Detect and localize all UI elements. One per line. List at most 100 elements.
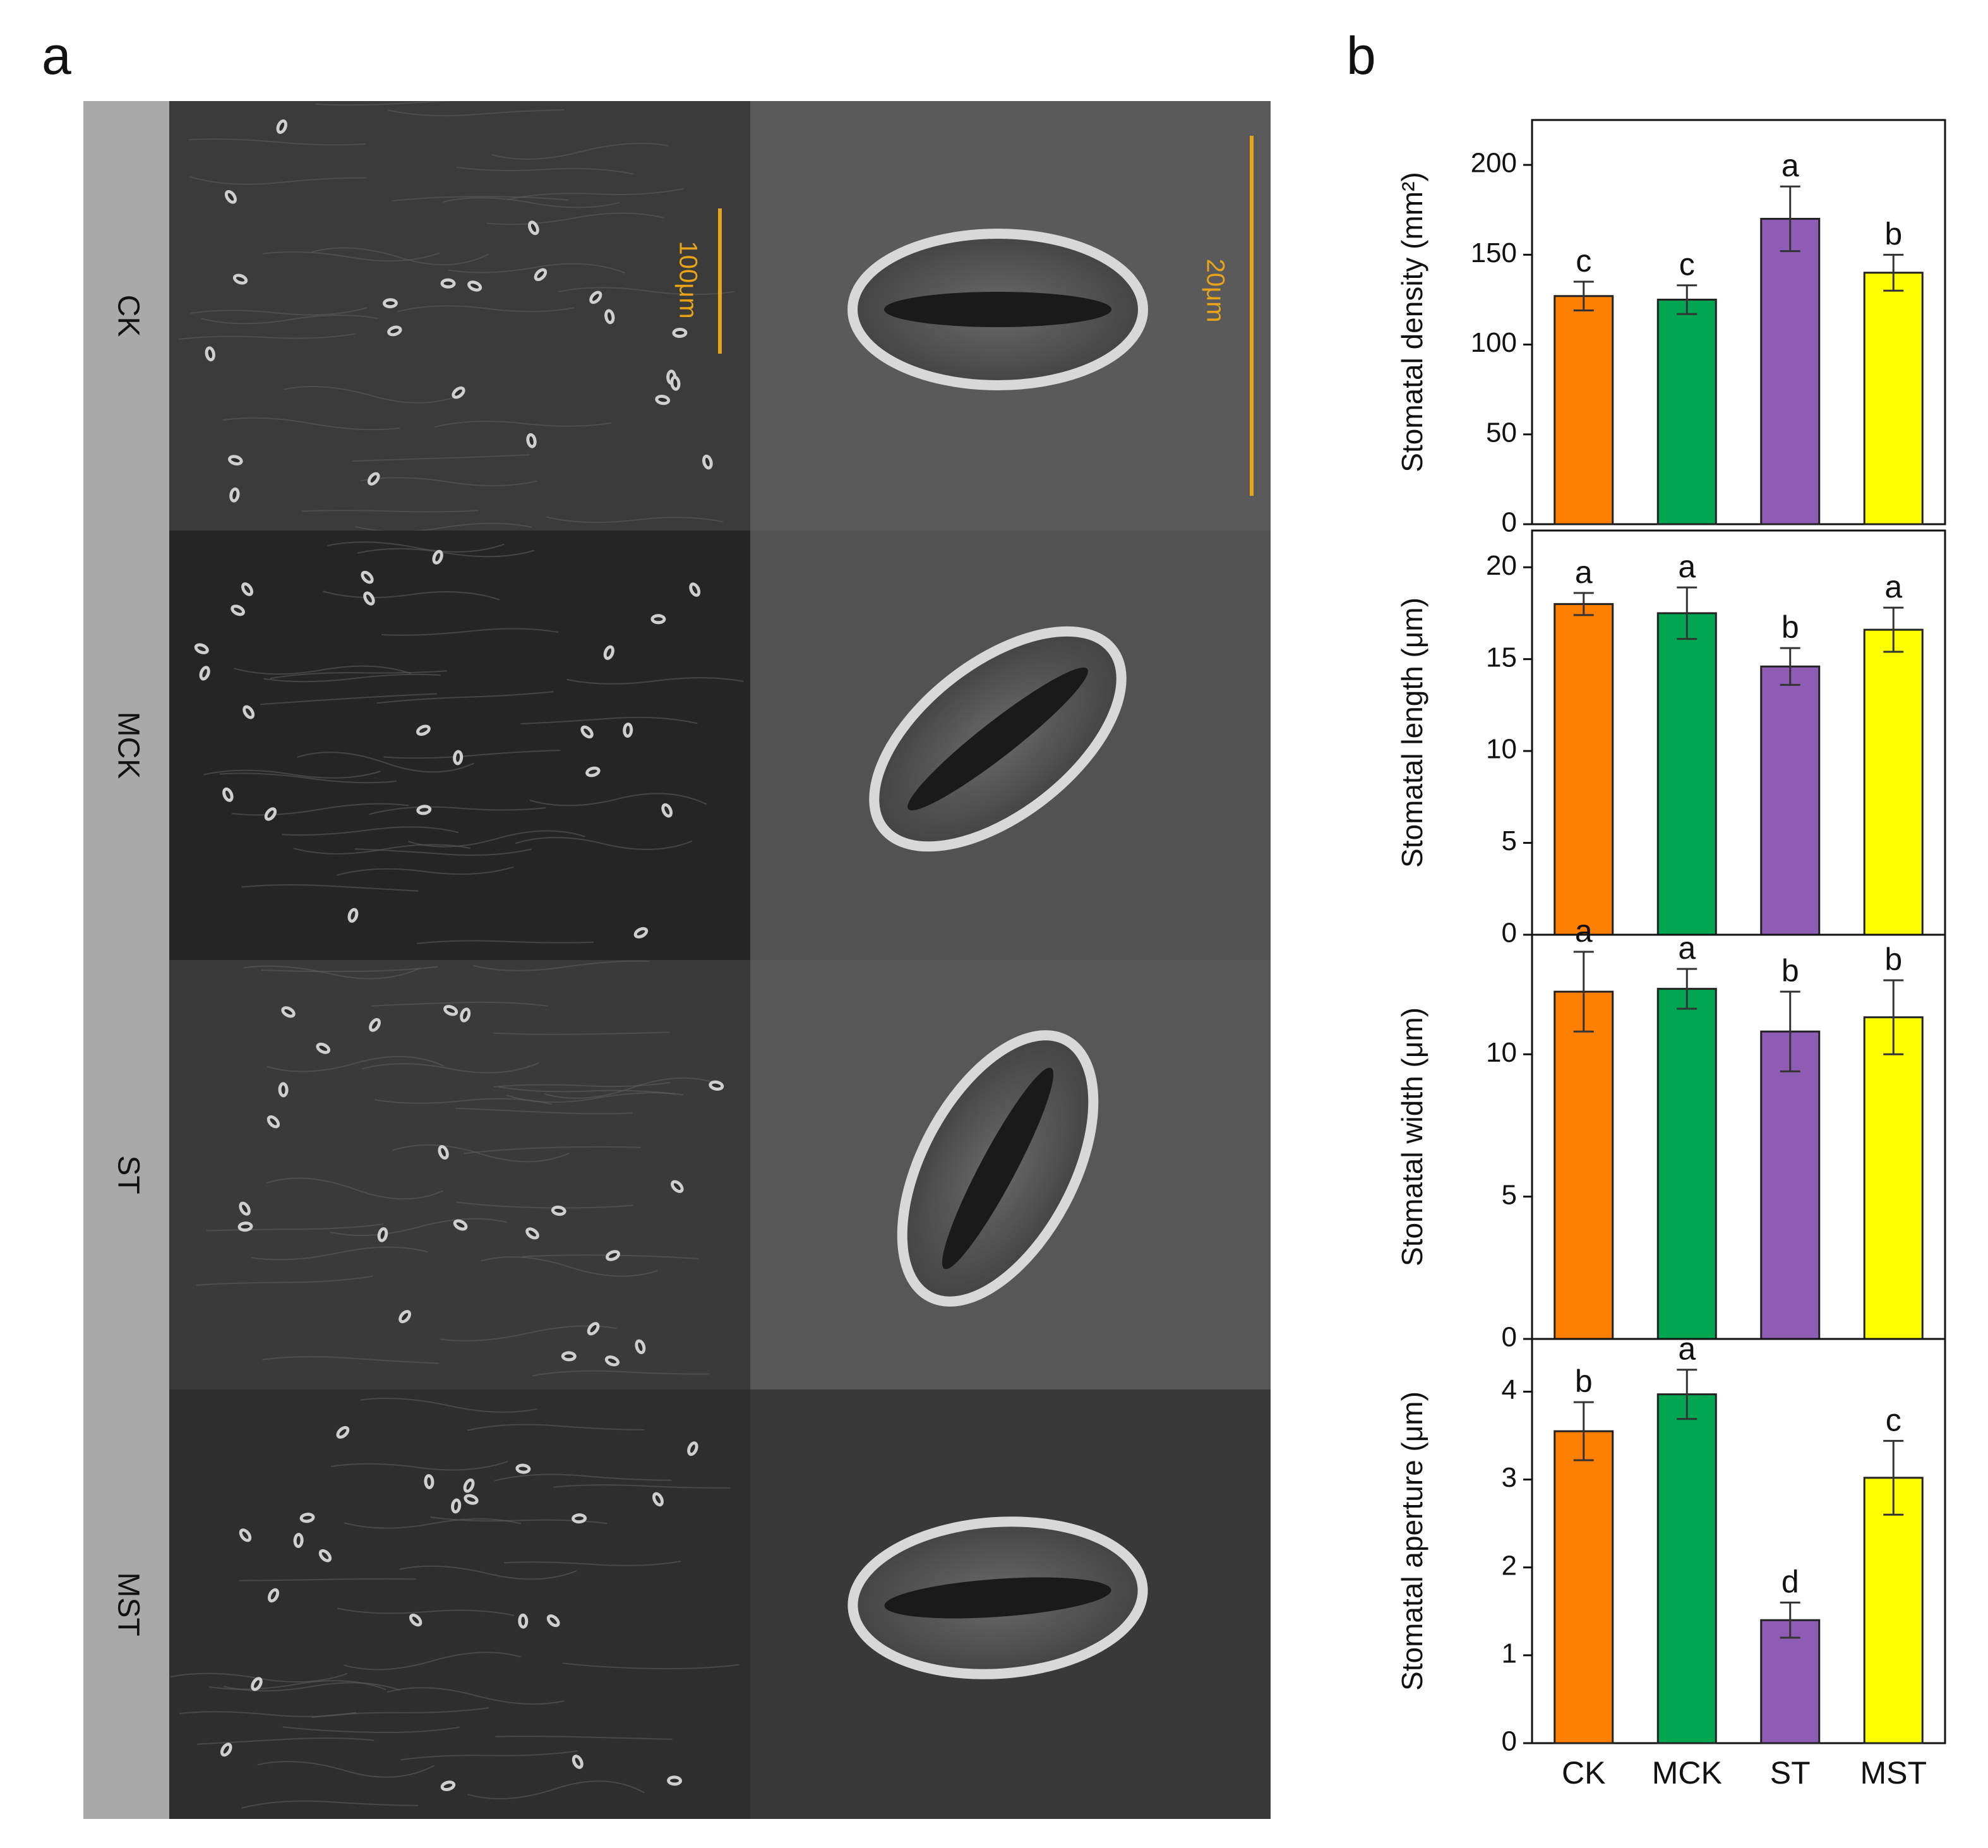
y-tick-label: 150 <box>1471 237 1517 268</box>
stoma-dot <box>633 927 649 939</box>
row-label: ST <box>111 1155 145 1194</box>
texture-line <box>270 670 447 680</box>
texture-line <box>387 109 565 117</box>
texture-line <box>301 510 479 513</box>
texture-line <box>392 196 569 202</box>
y-axis-label: Stomatal aperture (μm) <box>1396 1391 1428 1691</box>
stoma-closeup <box>897 1030 1099 1307</box>
texture-line <box>381 628 559 636</box>
stoma-closeup <box>847 1516 1148 1679</box>
stoma-dot <box>299 1513 315 1523</box>
stoma-dot <box>572 1513 587 1524</box>
texture-line <box>262 1356 440 1364</box>
bar <box>1554 295 1614 525</box>
texture-line <box>495 1736 673 1740</box>
texture-line <box>472 960 650 971</box>
stoma-dot <box>551 1205 566 1216</box>
stoma-dot <box>603 645 614 660</box>
significance-letter: c <box>1679 247 1695 282</box>
significance-letter: a <box>1781 148 1799 183</box>
stoma-dot <box>222 787 234 802</box>
bar <box>1760 1030 1821 1340</box>
texture-line <box>257 1761 435 1778</box>
y-tick-label: 20 <box>1486 550 1517 581</box>
y-tick-label: 3 <box>1502 1462 1517 1493</box>
texture-line <box>376 691 554 704</box>
texture-line <box>344 1652 521 1671</box>
significance-letter: a <box>1678 549 1696 584</box>
stoma-dot <box>432 549 443 565</box>
texture-line <box>493 1081 671 1088</box>
stoma-dot <box>220 1743 232 1757</box>
y-tick-label: 15 <box>1486 642 1517 673</box>
texture-line <box>434 421 612 428</box>
stoma-dot <box>266 1115 280 1129</box>
stoma-dot <box>367 472 380 486</box>
stoma-dot <box>453 750 464 765</box>
stoma-dot <box>580 725 594 739</box>
texture-line <box>283 386 461 404</box>
bar <box>1554 603 1614 936</box>
stoma-dot <box>451 1498 462 1514</box>
stoma-dot <box>416 724 431 736</box>
scale-label-high-mag: 20μm <box>1201 259 1229 323</box>
low-mag-image <box>169 531 750 960</box>
stoma-dot <box>443 1005 458 1016</box>
bar <box>1863 272 1924 525</box>
stoma-dot <box>440 1780 456 1791</box>
texture-line <box>529 793 707 807</box>
texture-line <box>281 826 459 836</box>
x-tick-label: CK <box>1562 1755 1605 1791</box>
stoma-dot <box>585 766 601 777</box>
bar <box>1863 628 1924 936</box>
texture-line <box>315 101 454 106</box>
stoma-dot <box>318 1549 332 1563</box>
stoma-dot <box>604 309 615 325</box>
stoma-dot <box>231 604 245 616</box>
stoma-dot <box>702 454 713 470</box>
stoma-dot <box>194 643 209 654</box>
stoma-dot <box>241 582 254 596</box>
stoma-dot <box>687 1441 698 1456</box>
stoma-dot <box>604 1355 620 1367</box>
stoma-dot <box>452 386 465 399</box>
stoma-dot <box>336 1425 350 1439</box>
stoma-dot <box>635 1339 646 1355</box>
stoma-dot <box>278 1082 289 1098</box>
significance-letter: b <box>1781 953 1799 988</box>
significance-letter: b <box>1781 609 1799 645</box>
texture-line <box>498 1086 676 1095</box>
texture-line <box>344 1518 522 1529</box>
stoma-dot <box>561 1351 577 1362</box>
stoma-dot <box>526 433 537 448</box>
texture-line <box>282 1726 460 1734</box>
texture-line <box>196 1275 374 1286</box>
texture-line <box>544 1077 722 1099</box>
stoma-dot <box>281 1006 296 1018</box>
bar <box>1656 988 1717 1340</box>
bar <box>1656 298 1717 525</box>
texture-line <box>408 830 586 848</box>
texture-line <box>241 1800 419 1809</box>
stoma-dot <box>460 1007 471 1023</box>
texture-line <box>532 1370 710 1377</box>
stoma-dot <box>587 1322 600 1336</box>
significance-letter: a <box>1678 930 1696 966</box>
stoma-dot <box>347 908 359 923</box>
y-tick-label: 5 <box>1502 825 1517 856</box>
texture-line <box>417 940 594 944</box>
stoma-dot <box>228 455 243 465</box>
plot-frame <box>1531 1338 1946 1744</box>
stoma-dot <box>363 591 375 606</box>
micrograph-row: MCK <box>111 531 1271 960</box>
bar-chart: 0 50 100 150 200 Stomatal density (mm²) c c a b <box>1396 119 1946 538</box>
texture-line <box>222 417 400 431</box>
texture-line <box>387 1687 565 1705</box>
stoma-dot <box>232 273 248 285</box>
x-tick-label: MST <box>1860 1755 1927 1791</box>
stoma-dot <box>463 1478 475 1493</box>
texture-line <box>371 1001 548 1007</box>
texture-line <box>399 1565 577 1580</box>
texture-line <box>506 188 685 201</box>
texture-line <box>515 837 693 850</box>
